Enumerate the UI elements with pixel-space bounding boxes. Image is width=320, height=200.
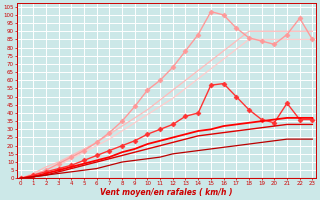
X-axis label: Vent moyen/en rafales ( km/h ): Vent moyen/en rafales ( km/h ) <box>100 188 233 197</box>
